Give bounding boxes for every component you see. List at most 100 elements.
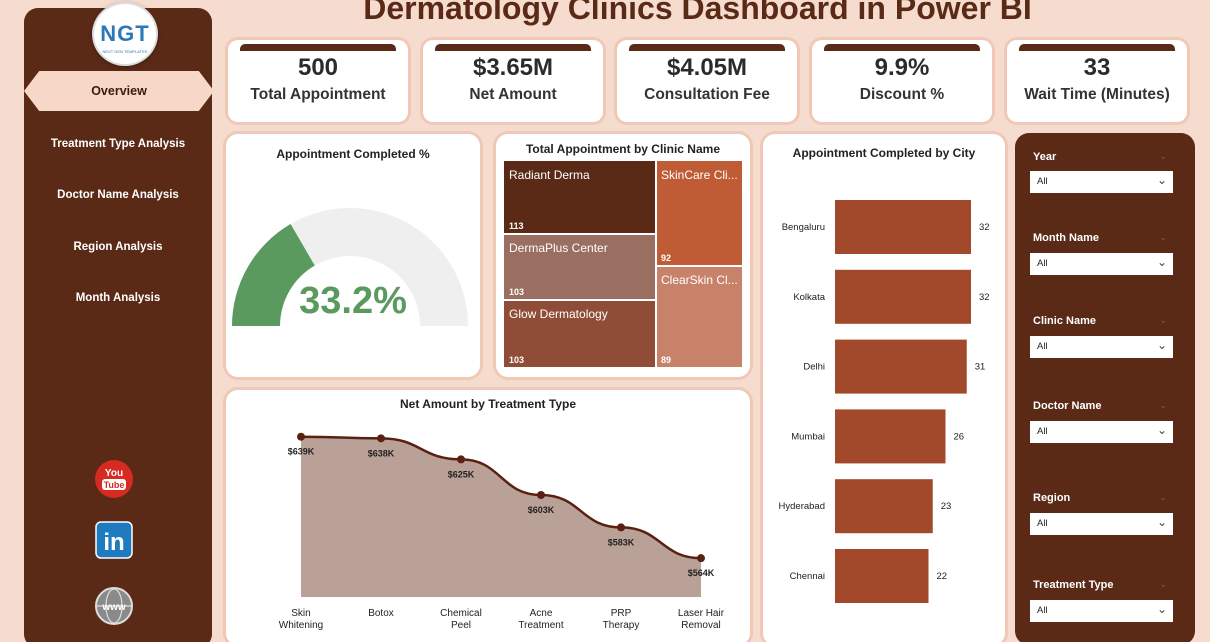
filter-select-region[interactable]: All ⌄ bbox=[1030, 513, 1173, 535]
x-tick-label: Chemical Peel bbox=[440, 608, 482, 631]
kpi-label: Wait Time (Minutes) bbox=[1024, 86, 1170, 103]
treemap-tile-glow-dermatology[interactable]: Glow Dermatology 103 bbox=[504, 301, 655, 367]
bar bbox=[835, 549, 929, 603]
chevron-down-icon[interactable]: ⌄ bbox=[1159, 400, 1167, 410]
kpi-label: Total Appointment bbox=[250, 86, 386, 103]
data-point bbox=[297, 432, 305, 441]
linkedin-icon[interactable]: in bbox=[94, 520, 134, 560]
kpi-card-net-amount: $3.65M Net Amount bbox=[423, 40, 603, 122]
y-tick-label: Hyderabad bbox=[779, 501, 825, 512]
treemap-tile-clearskin-clinic[interactable]: ClearSkin Cl... 89 bbox=[657, 267, 742, 367]
chevron-down-icon[interactable]: ⌄ bbox=[1159, 315, 1167, 325]
filter-value: All bbox=[1037, 605, 1048, 616]
gauge-chart bbox=[232, 208, 468, 326]
tile-name: ClearSkin Cl... bbox=[661, 273, 738, 287]
y-tick-label: Chennai bbox=[790, 571, 825, 582]
gauge-title: Appointment Completed % bbox=[276, 147, 430, 161]
x-tick-label: Laser Hair Removal bbox=[678, 608, 725, 631]
treemap-title: Total Appointment by Clinic Name bbox=[525, 142, 720, 156]
nav-item-treatment-type[interactable]: Treatment Type Analysis bbox=[50, 138, 186, 150]
filter-select-year[interactable]: All ⌄ bbox=[1030, 171, 1173, 193]
data-label: $625K bbox=[448, 469, 475, 479]
data-label: 32 bbox=[979, 292, 990, 303]
y-tick-label: Delhi bbox=[803, 362, 825, 373]
area-chart: $639K Skin Whitening $638K Botox $625K Chemica… bbox=[279, 432, 725, 631]
kpi-card-discount: 9.9% Discount % bbox=[812, 40, 992, 122]
page-title: Dermatology Clinics Dashboard in Power B… bbox=[363, 0, 1032, 26]
filter-select-treatment-type[interactable]: All ⌄ bbox=[1030, 600, 1173, 622]
y-tick-label: Kolkata bbox=[793, 292, 825, 303]
data-point bbox=[457, 455, 465, 464]
kpi-accent bbox=[824, 44, 980, 51]
area-chart-title: Net Amount by Treatment Type bbox=[399, 397, 577, 411]
kpi-label: Consultation Fee bbox=[644, 86, 770, 103]
x-tick-label: PRP Therapy bbox=[603, 608, 640, 631]
kpi-value: $3.65M bbox=[472, 54, 554, 81]
chevron-down-icon[interactable]: ⌄ bbox=[1159, 151, 1167, 161]
data-label: 23 bbox=[941, 501, 952, 512]
filter-panel: Year ⌄ All ⌄ Month Name ⌄ All ⌄ Clinic Nam… bbox=[1015, 133, 1195, 642]
data-point bbox=[377, 434, 385, 443]
tile-name: Radiant Derma bbox=[509, 168, 590, 182]
data-label: 22 bbox=[937, 571, 948, 582]
nav-item-doctor-name[interactable]: Doctor Name Analysis bbox=[57, 189, 179, 201]
svg-text:www: www bbox=[101, 602, 126, 613]
filter-select-clinic[interactable]: All ⌄ bbox=[1030, 336, 1173, 358]
kpi-card-consultation-fee: $4.05M Consultation Fee bbox=[617, 40, 797, 122]
youtube-icon[interactable]: You Tube bbox=[94, 459, 134, 499]
treemap-tile-skincare-clinic[interactable]: SkinCare Cli... 92 bbox=[657, 161, 742, 265]
gauge-card: Appointment Completed % 33.2% bbox=[226, 134, 480, 377]
tile-value: 92 bbox=[661, 253, 672, 263]
data-point bbox=[537, 491, 545, 499]
filter-value: All bbox=[1037, 518, 1048, 529]
filter-select-month[interactable]: All ⌄ bbox=[1030, 253, 1173, 275]
tile-value: 103 bbox=[509, 355, 525, 365]
data-label: $638K bbox=[368, 448, 395, 458]
treemap-tile-dermaplus-center[interactable]: DermaPlus Center 103 bbox=[504, 235, 655, 299]
filter-value: All bbox=[1037, 176, 1048, 187]
filter-label-region: Region bbox=[1033, 492, 1071, 504]
filter-label-clinic: Clinic Name bbox=[1033, 315, 1096, 327]
tile-value: 89 bbox=[661, 355, 672, 365]
area-fill bbox=[301, 436, 701, 597]
kpi-value: $4.05M bbox=[666, 54, 748, 81]
chevron-down-icon: ⌄ bbox=[1156, 423, 1167, 437]
bar bbox=[835, 269, 971, 324]
treemap-chart: Radiant Derma 113 SkinCare Cli... 92 Der… bbox=[504, 161, 742, 367]
bar bbox=[835, 200, 971, 254]
data-label: $583K bbox=[608, 537, 635, 547]
data-label: 32 bbox=[979, 222, 990, 233]
nav-item-month[interactable]: Month Analysis bbox=[75, 292, 161, 304]
tile-name: SkinCare Cli... bbox=[661, 168, 738, 182]
logo-subtext: NEXT GEN TEMPLATES bbox=[102, 48, 148, 54]
tile-value: 103 bbox=[509, 287, 525, 297]
data-label: $639K bbox=[288, 447, 315, 457]
kpi-label: Net Amount bbox=[469, 86, 557, 103]
x-tick-label: Skin Whitening bbox=[279, 608, 323, 631]
bar bbox=[835, 339, 967, 394]
filter-select-doctor[interactable]: All ⌄ bbox=[1030, 421, 1173, 443]
web-globe-icon[interactable]: www bbox=[94, 586, 134, 626]
chevron-down-icon: ⌄ bbox=[1156, 173, 1167, 187]
chevron-down-icon: ⌄ bbox=[1156, 515, 1167, 529]
treemap-tile-radiant-derma[interactable]: Radiant Derma 113 bbox=[504, 161, 655, 233]
filter-value: All bbox=[1037, 426, 1048, 437]
kpi-accent bbox=[435, 44, 591, 51]
data-point bbox=[617, 523, 625, 532]
chevron-down-icon[interactable]: ⌄ bbox=[1159, 232, 1167, 242]
svg-text:in: in bbox=[103, 529, 124, 556]
data-point bbox=[697, 554, 705, 563]
nav-item-region[interactable]: Region Analysis bbox=[73, 241, 163, 253]
kpi-value: 500 bbox=[297, 54, 339, 81]
filter-label-doctor: Doctor Name bbox=[1033, 400, 1102, 412]
data-label: 26 bbox=[954, 431, 965, 442]
nav-item-overview[interactable]: Overview bbox=[24, 71, 214, 111]
kpi-card-wait-time: 33 Wait Time (Minutes) bbox=[1007, 40, 1187, 122]
data-label: $564K bbox=[688, 568, 715, 578]
kpi-value: 9.9% bbox=[874, 54, 930, 81]
chevron-down-icon[interactable]: ⌄ bbox=[1159, 579, 1167, 589]
logo-text: NGT bbox=[100, 20, 150, 46]
area-chart-card: Net Amount by Treatment Type $639K Skin Wh… bbox=[226, 390, 750, 642]
tile-name: Glow Dermatology bbox=[509, 307, 608, 321]
chevron-down-icon[interactable]: ⌄ bbox=[1159, 492, 1167, 502]
